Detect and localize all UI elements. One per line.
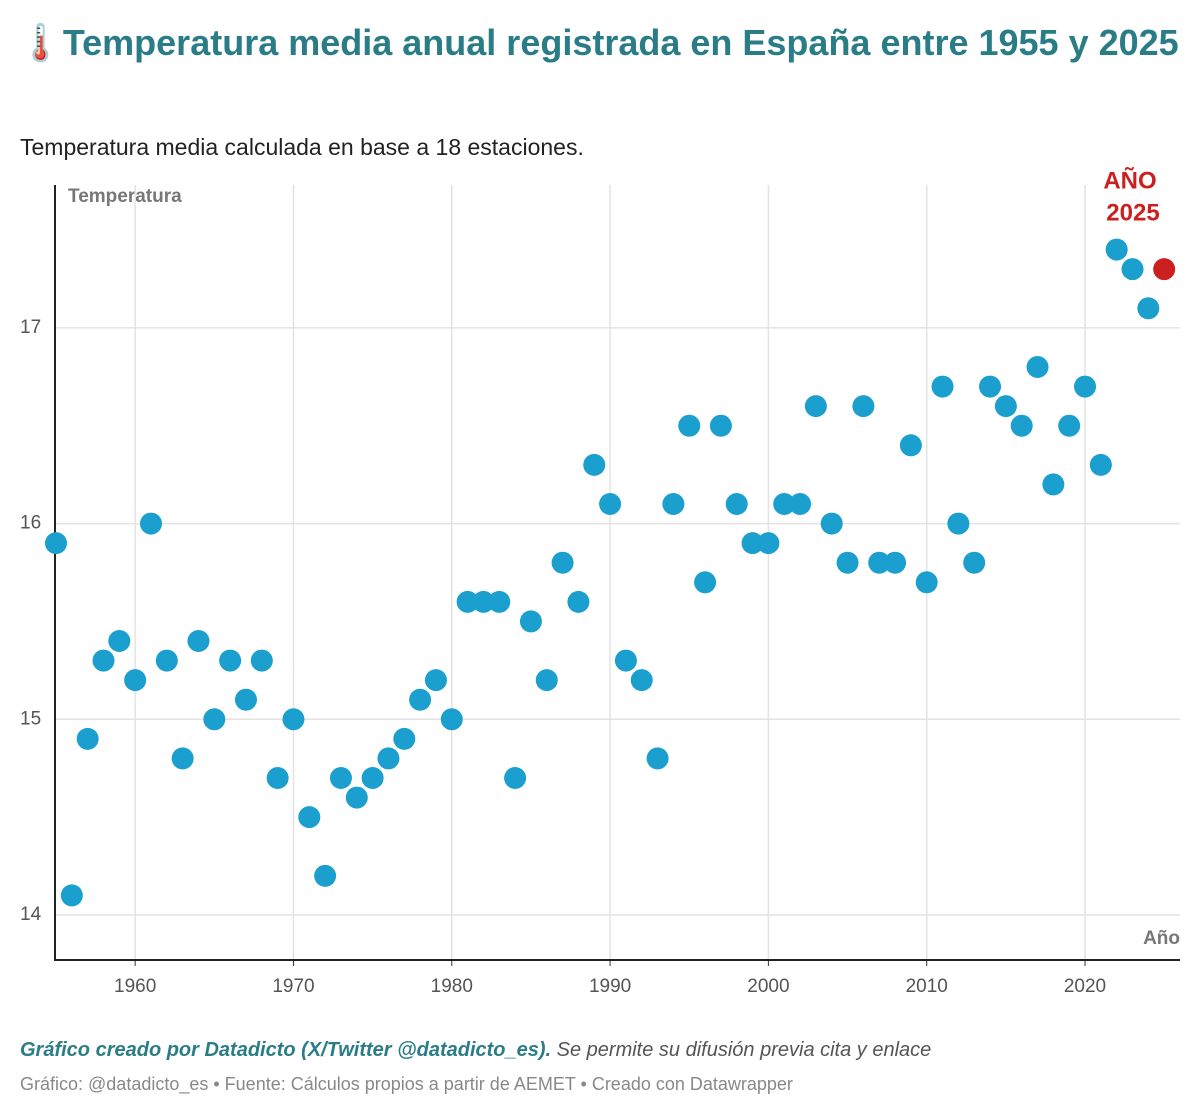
data-point xyxy=(1026,356,1049,379)
data-point xyxy=(694,571,717,594)
y-tick-label: 17 xyxy=(20,317,41,338)
data-point xyxy=(203,708,226,731)
data-point xyxy=(757,532,780,555)
chart-title: 🌡️Temperatura media anual registrada en … xyxy=(18,22,1179,63)
data-point xyxy=(535,669,558,692)
data-point xyxy=(820,512,843,535)
data-point xyxy=(709,414,732,437)
data-point xyxy=(1105,238,1128,261)
data-point xyxy=(409,688,432,711)
data-point xyxy=(187,629,210,652)
data-point xyxy=(219,649,242,672)
data-point xyxy=(979,375,1002,398)
data-point xyxy=(92,649,115,672)
y-tick-label: 14 xyxy=(20,904,42,925)
data-point xyxy=(60,884,83,907)
data-point xyxy=(504,766,527,789)
data-point xyxy=(139,512,162,535)
data-point xyxy=(345,786,368,809)
data-point xyxy=(171,747,194,770)
data-point xyxy=(1058,414,1081,437)
x-tick-label: 1990 xyxy=(589,976,631,997)
data-point xyxy=(931,375,954,398)
x-tick-label: 2020 xyxy=(1064,976,1106,997)
data-point xyxy=(614,649,637,672)
data-point xyxy=(947,512,970,535)
y-tick-label: 15 xyxy=(20,708,41,729)
data-point xyxy=(282,708,305,731)
data-point xyxy=(519,610,542,633)
data-point xyxy=(1153,258,1176,281)
data-point xyxy=(440,708,463,731)
data-point xyxy=(45,532,67,555)
data-point xyxy=(488,590,511,613)
data-point xyxy=(298,806,321,829)
data-point xyxy=(884,551,907,574)
data-point xyxy=(456,590,479,613)
grid xyxy=(56,185,1180,960)
footer-note: Gráfico creado por Datadicto (X/Twitter … xyxy=(20,1039,931,1061)
data-point xyxy=(789,493,812,516)
footer-source: Gráfico: @datadicto_es • Fuente: Cálculo… xyxy=(20,1074,793,1095)
data-point xyxy=(915,571,938,594)
x-tick-label: 1980 xyxy=(431,976,473,997)
annotation: 2025 xyxy=(1106,199,1159,226)
data-point xyxy=(1074,375,1097,398)
data-point xyxy=(124,669,147,692)
data-point xyxy=(963,551,986,574)
data-point xyxy=(662,493,685,516)
data-point xyxy=(994,395,1017,418)
data-point xyxy=(567,590,590,613)
data-point xyxy=(1042,473,1065,496)
footer-note: Se permite su difusión previa cita y enl… xyxy=(551,1039,931,1061)
data-point xyxy=(424,669,447,692)
data-point xyxy=(266,766,289,789)
data-point xyxy=(551,551,574,574)
data-point xyxy=(361,766,384,789)
data-point xyxy=(1137,297,1160,320)
data-point xyxy=(583,453,606,476)
data-point xyxy=(76,727,99,750)
data-point xyxy=(899,434,922,457)
data-point xyxy=(472,590,495,613)
x-tick-label: 1970 xyxy=(272,976,314,997)
data-point xyxy=(1089,453,1112,476)
data-point xyxy=(678,414,701,437)
data-point xyxy=(1010,414,1033,437)
data-point xyxy=(773,493,796,516)
data-point xyxy=(630,669,653,692)
x-tick-label: 1960 xyxy=(114,976,156,997)
data-point xyxy=(646,747,669,770)
data-point xyxy=(599,493,622,516)
data-point xyxy=(725,493,748,516)
y-tick-label: 16 xyxy=(20,513,41,534)
y-axis-label: Temperatura xyxy=(68,186,182,207)
data-point xyxy=(314,864,337,887)
data-point xyxy=(1121,258,1144,281)
data-point xyxy=(868,551,891,574)
data-point xyxy=(234,688,257,711)
x-tick-label: 2010 xyxy=(906,976,948,997)
data-point xyxy=(836,551,859,574)
data-point xyxy=(852,395,875,418)
data-point xyxy=(329,766,352,789)
x-axis-label: Año xyxy=(1143,928,1180,949)
annotation: AÑO xyxy=(1103,166,1156,194)
footer-credit: Gráfico creado por Datadicto (X/Twitter … xyxy=(20,1039,551,1061)
data-point xyxy=(155,649,178,672)
data-point xyxy=(393,727,416,750)
chart-subtitle: Temperatura media calculada en base a 18… xyxy=(20,134,584,160)
data-point xyxy=(108,629,131,652)
data-point xyxy=(250,649,273,672)
data-point xyxy=(377,747,400,770)
x-tick-label: 2000 xyxy=(747,976,789,997)
data-point xyxy=(741,532,764,555)
data-point xyxy=(804,395,827,418)
